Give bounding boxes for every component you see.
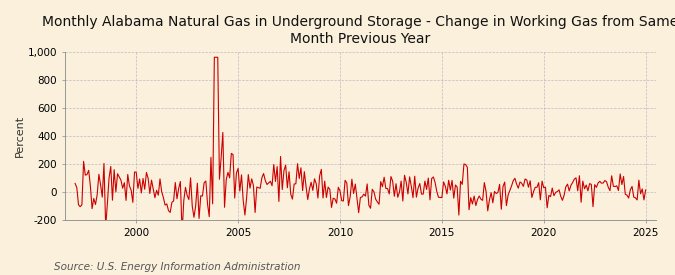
Title: Monthly Alabama Natural Gas in Underground Storage - Change in Working Gas from : Monthly Alabama Natural Gas in Undergrou…: [43, 15, 675, 46]
Text: Source: U.S. Energy Information Administration: Source: U.S. Energy Information Administ…: [54, 262, 300, 272]
Y-axis label: Percent: Percent: [15, 115, 25, 157]
